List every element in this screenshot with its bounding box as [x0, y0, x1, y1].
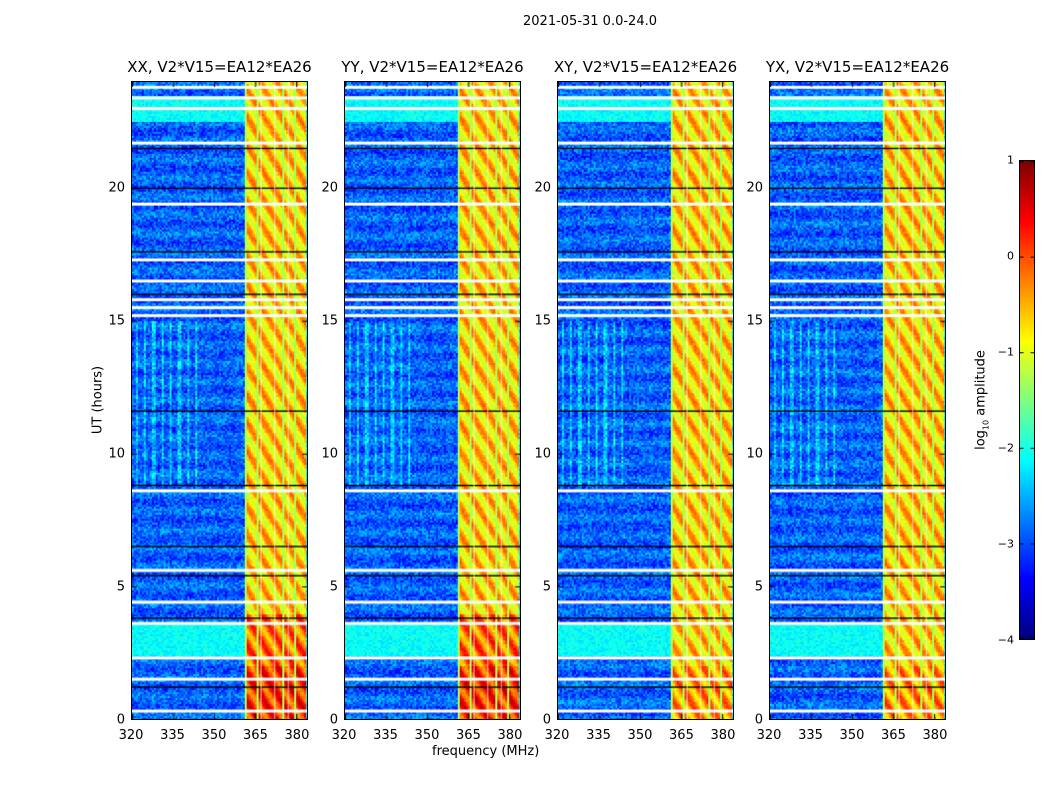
y-tick-label: 20 — [746, 180, 763, 195]
heatmap-xx — [131, 81, 308, 720]
x-tick-label: 335 — [160, 728, 185, 743]
heatmap-yx — [769, 81, 946, 720]
y-tick-label: 20 — [321, 180, 338, 195]
y-tick-label: 20 — [534, 180, 551, 195]
panel-title: YY, V2*V15=EA12*EA26 — [341, 58, 524, 76]
x-tick-label: 350 — [627, 728, 653, 743]
y-tick-label: 0 — [329, 712, 338, 728]
x-tick-label: 380 — [922, 728, 948, 743]
y-tick-label: 15 — [108, 313, 125, 329]
x-tick-label: 335 — [798, 728, 823, 743]
panel-title: YX, V2*V15=EA12*EA26 — [765, 58, 950, 76]
colorbar-tick-label: −3 — [997, 537, 1014, 551]
y-tick-label: 10 — [108, 446, 125, 462]
x-tick-label: 350 — [414, 728, 440, 743]
heatmap-yy — [344, 81, 521, 720]
x-tick-label: 320 — [544, 728, 570, 743]
y-tick-label: 0 — [116, 712, 125, 728]
colorbar — [1019, 160, 1035, 640]
heatmap-xy — [557, 81, 734, 720]
panel-xy: XY, V2*V15=EA12*EA26 320 335 350 365 380 0 5 10… — [534, 58, 737, 743]
y-tick-label: 5 — [542, 579, 551, 595]
y-tick-label: 10 — [534, 446, 551, 462]
colorbar-tick-label: −1 — [997, 345, 1014, 359]
colorbar-tick-label: −2 — [997, 441, 1014, 455]
x-axis-label: frequency (MHz) — [432, 744, 540, 759]
x-tick-label: 365 — [881, 728, 906, 743]
panel-yx: YX, V2*V15=EA12*EA26 320 335 350 365 380 0 5 10… — [746, 58, 949, 743]
x-tick-label: 320 — [331, 728, 357, 743]
y-tick-label: 0 — [542, 712, 551, 728]
y-tick-label: 20 — [108, 180, 125, 195]
y-tick-label: 5 — [754, 579, 763, 595]
x-tick-label: 380 — [497, 728, 523, 743]
x-tick-label: 320 — [756, 728, 782, 743]
y-tick-label: 15 — [321, 313, 338, 329]
x-tick-label: 350 — [201, 728, 227, 743]
colorbar-tick-label: 0 — [1007, 249, 1014, 263]
x-tick-label: 380 — [710, 728, 736, 743]
colorbar-tick-label: 1 — [1007, 153, 1014, 167]
y-axis-label: UT (hours) — [90, 365, 106, 435]
y-tick-label: 10 — [321, 446, 338, 462]
panel-yy: YY, V2*V15=EA12*EA26 320 335 350 365 380 0 5 10… — [321, 58, 523, 743]
panel-title: XY, V2*V15=EA12*EA26 — [553, 58, 738, 76]
y-tick-label: 15 — [534, 313, 551, 329]
y-tick-label: 0 — [754, 712, 763, 728]
x-tick-label: 335 — [373, 728, 398, 743]
figure-title: 2021-05-31 0.0-24.0 — [523, 14, 657, 29]
x-tick-label: 320 — [118, 728, 144, 743]
y-tick-label: 5 — [329, 579, 338, 595]
y-tick-label: 5 — [116, 579, 125, 595]
x-tick-label: 335 — [586, 728, 611, 743]
panel-xx: XX, V2*V15=EA12*EA26 320 335 350 365 380 0 5 10… — [108, 58, 311, 743]
x-tick-label: 365 — [243, 728, 268, 743]
x-tick-label: 365 — [669, 728, 694, 743]
y-tick-label: 10 — [746, 446, 763, 462]
x-tick-label: 365 — [456, 728, 481, 743]
x-tick-label: 380 — [284, 728, 310, 743]
x-tick-label: 350 — [839, 728, 865, 743]
panel-title: XX, V2*V15=EA12*EA26 — [127, 58, 312, 76]
y-tick-label: 15 — [746, 313, 763, 329]
colorbar-label: log10 amplitude — [973, 350, 991, 450]
colorbar-tick-label: −4 — [997, 633, 1014, 647]
